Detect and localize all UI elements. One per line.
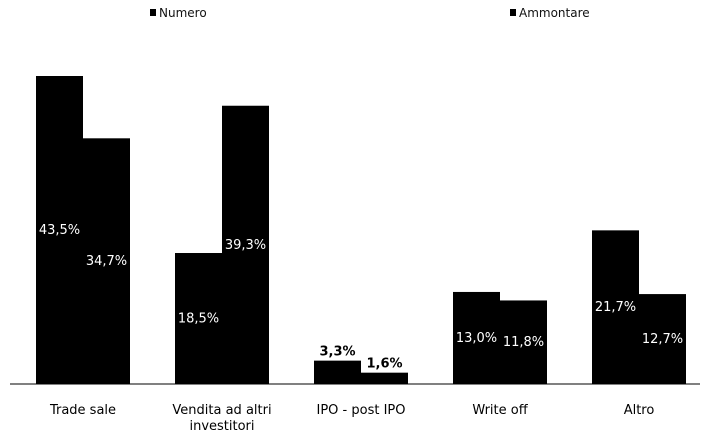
legend-marker-0 <box>150 9 156 16</box>
bar-3-0 <box>453 291 500 384</box>
legend-marker-1 <box>510 9 516 16</box>
category-label-3: Write off <box>472 403 528 418</box>
data-label-2-0: 3,3% <box>319 345 355 360</box>
data-label-4-1: 12,7% <box>642 332 683 347</box>
data-label-2-1: 1,6% <box>366 357 402 372</box>
data-label-1-1: 39,3% <box>225 238 266 253</box>
category-label-1-line-0: Vendita ad altri <box>172 403 271 418</box>
bar-2-0 <box>314 360 361 384</box>
bar-2-1 <box>361 372 408 384</box>
legend-label-1: Ammontare <box>519 6 590 20</box>
data-label-0-0: 43,5% <box>39 223 80 238</box>
bar-4-0 <box>592 230 639 384</box>
category-label-0: Trade sale <box>49 403 116 418</box>
bar-0-1 <box>83 138 130 384</box>
data-label-4-0: 21,7% <box>595 300 636 315</box>
bar-1-1 <box>222 105 269 385</box>
bar-4-1 <box>639 294 686 384</box>
data-label-1-0: 18,5% <box>178 312 219 327</box>
bar-3-1 <box>500 300 547 384</box>
bar-1-0 <box>175 253 222 384</box>
data-label-3-1: 11,8% <box>503 335 544 350</box>
category-label-4: Altro <box>624 403 655 418</box>
data-label-0-1: 34,7% <box>86 254 127 269</box>
legend-label-0: Numero <box>159 6 207 20</box>
category-label-2: IPO - post IPO <box>317 403 406 418</box>
data-label-3-0: 13,0% <box>456 331 497 346</box>
category-label-1-line-1: investitori <box>189 419 254 434</box>
bar-0-0 <box>36 76 83 384</box>
